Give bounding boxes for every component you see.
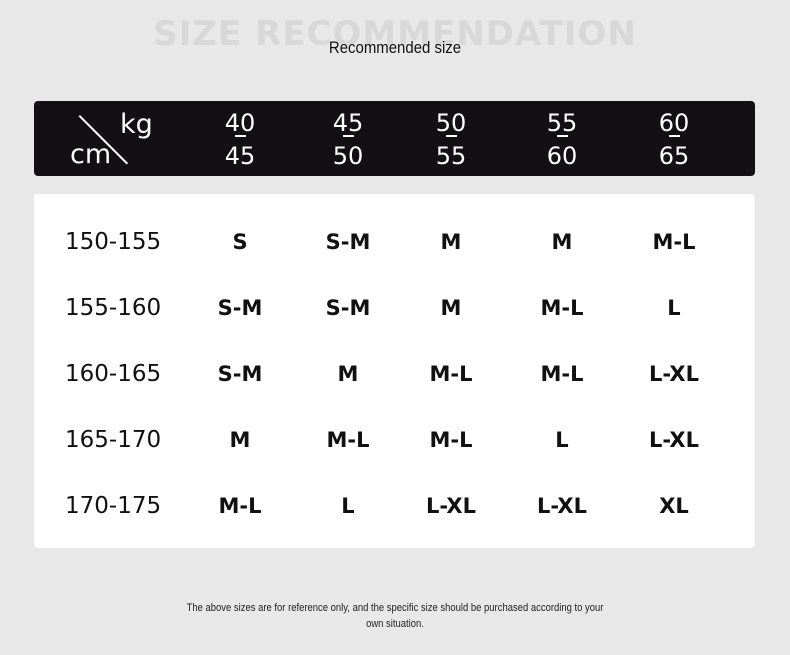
size-cell: M (229, 428, 251, 452)
size-cell: L-XL (537, 494, 587, 518)
size-cell: M-L (429, 362, 473, 386)
range-dash (445, 135, 457, 137)
size-cell: M (551, 230, 573, 254)
size-cell: M-L (326, 428, 370, 452)
range-dash (342, 135, 354, 137)
size-cell: S-M (325, 230, 371, 254)
weight-unit-label: kg (120, 109, 153, 140)
size-cell: M (337, 362, 359, 386)
size-cell: M-L (540, 296, 584, 320)
page-title: Recommended size (328, 38, 462, 57)
table-row: 160-165 S-M M M-L M-L L-XL (34, 359, 755, 389)
table-header: kg cm 40 45 45 50 50 55 55 60 60 65 (34, 101, 755, 176)
size-cell: M-L (218, 494, 262, 518)
weight-column-header: 50 55 (435, 109, 467, 170)
range-dash (234, 135, 246, 137)
size-cell: S (232, 230, 248, 254)
corner-axis-label: kg cm (34, 101, 174, 176)
size-cell: M (440, 230, 462, 254)
size-cell: S-M (217, 296, 263, 320)
size-cell: XL (659, 494, 689, 518)
size-cell: M-L (540, 362, 584, 386)
size-cell: M-L (429, 428, 473, 452)
height-range: 155-160 (65, 295, 162, 321)
height-unit-label: cm (70, 139, 112, 170)
size-cell: L (341, 494, 355, 518)
weight-column-header: 45 50 (332, 109, 364, 170)
size-cell: L (667, 296, 681, 320)
size-table-body: 150-155 S S-M M M M-L 155-160 S-M S-M M … (34, 194, 755, 548)
table-row: 150-155 S S-M M M M-L (34, 227, 755, 257)
height-range: 150-155 (65, 229, 162, 255)
height-range: 165-170 (65, 427, 162, 453)
height-range: 160-165 (65, 361, 162, 387)
range-dash (556, 135, 568, 137)
size-cell: L (555, 428, 569, 452)
weight-column-header: 40 45 (224, 109, 256, 170)
size-cell: L-XL (649, 428, 699, 452)
table-row: 170-175 M-L L L-XL L-XL XL (34, 491, 755, 521)
watermark-title: SIZE RECOMMENDATION (153, 14, 637, 54)
height-range: 170-175 (65, 493, 162, 519)
size-cell: S-M (217, 362, 263, 386)
weight-column-header: 60 65 (658, 109, 690, 170)
disclaimer-note: The above sizes are for reference only, … (186, 602, 604, 630)
size-cell: M-L (652, 230, 696, 254)
size-cell: S-M (325, 296, 371, 320)
range-dash (668, 135, 680, 137)
size-cell: L-XL (649, 362, 699, 386)
weight-column-header: 55 60 (546, 109, 578, 170)
size-cell: L-XL (426, 494, 476, 518)
table-row: 155-160 S-M S-M M M-L L (34, 293, 755, 323)
size-cell: M (440, 296, 462, 320)
table-row: 165-170 M M-L M-L L L-XL (34, 425, 755, 455)
